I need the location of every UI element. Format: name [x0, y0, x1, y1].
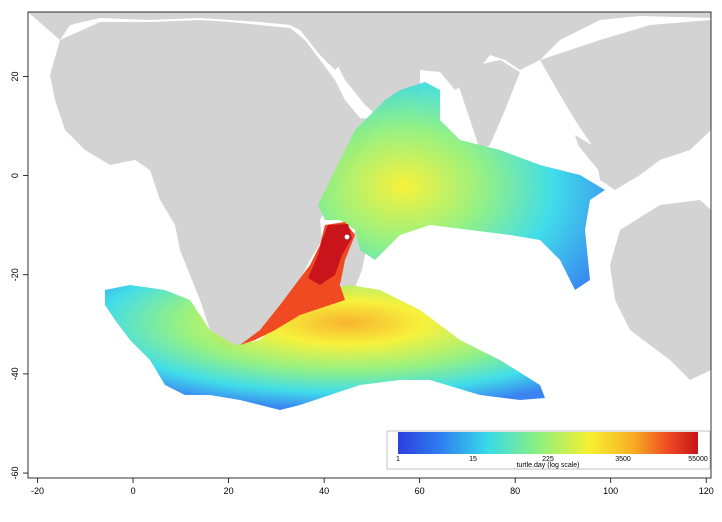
colorbar-gradient [398, 432, 698, 454]
plot-frame [27, 11, 712, 479]
land-layer [28, 12, 711, 380]
colorbar-tick-3500: 3500 [615, 456, 631, 463]
colorbar-title: turtle.day (log scale) [516, 462, 579, 469]
y-tick-label: -40 [10, 367, 20, 380]
y-axis: 20 0 -20 -40 -60 [10, 71, 28, 480]
x-tick-label: 80 [510, 486, 520, 496]
density-channel-peak [308, 224, 352, 285]
colorbar-tick-1: 1 [396, 456, 400, 463]
colorbar-tick-55000: 55000 [688, 456, 708, 463]
density-northern-plume [318, 82, 605, 290]
colorbar-legend: 1 15 225 3500 55000 turtle.day (log scal… [386, 430, 711, 470]
colorbar-tick-225: 225 [542, 456, 554, 463]
y-tick-label: -20 [10, 268, 20, 281]
land-africa [50, 20, 380, 350]
land-eurasia-north [28, 12, 711, 90]
y-tick-label: -60 [10, 467, 20, 480]
x-tick-label: 60 [415, 486, 425, 496]
release-site-marker [344, 234, 350, 240]
land-sumatra [575, 135, 615, 178]
y-tick-label: 20 [10, 71, 20, 81]
x-tick-label: 40 [319, 486, 329, 496]
density-layer [105, 82, 605, 410]
x-tick-label: 100 [603, 486, 618, 496]
x-tick-label: 120 [699, 486, 714, 496]
x-tick-label: 0 [131, 486, 136, 496]
x-axis: -20 0 20 40 60 80 100 120 [31, 478, 714, 496]
x-tick-label: 20 [224, 486, 234, 496]
colorbar-tick-15: 15 [469, 456, 477, 463]
land-india [455, 60, 520, 150]
land-southeast-asia [540, 20, 711, 190]
land-australia [610, 200, 711, 380]
y-tick-label: 0 [10, 173, 20, 178]
density-southern-plume [105, 285, 545, 410]
x-tick-label: -20 [31, 486, 44, 496]
